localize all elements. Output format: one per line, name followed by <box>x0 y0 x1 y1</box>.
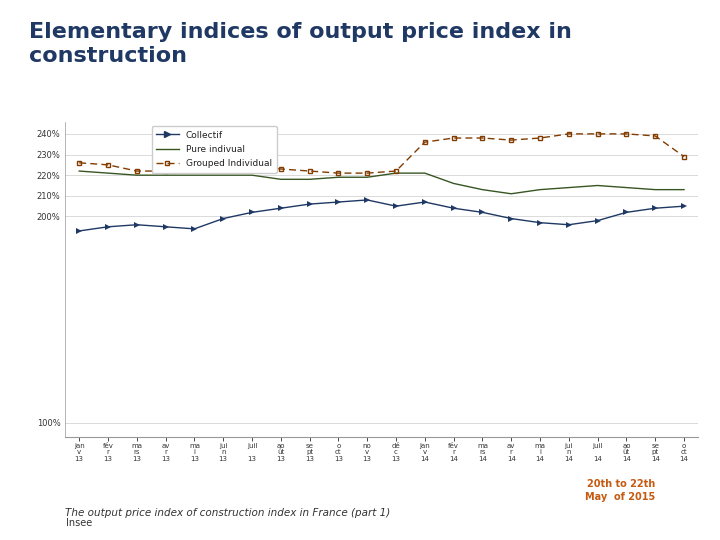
Text: Elementary indices of output price index in
construction: Elementary indices of output price index… <box>29 22 572 66</box>
Text: 20th to 22th
May  of 2015: 20th to 22th May of 2015 <box>585 479 655 502</box>
Text: Insee: Insee <box>66 518 92 528</box>
Text: i: i <box>43 510 47 524</box>
Legend: Collectif, Pure indivual, Grouped Individual: Collectif, Pure indivual, Grouped Indivi… <box>152 126 276 173</box>
Text: The output price index of construction index in France (part 1): The output price index of construction i… <box>65 508 390 518</box>
